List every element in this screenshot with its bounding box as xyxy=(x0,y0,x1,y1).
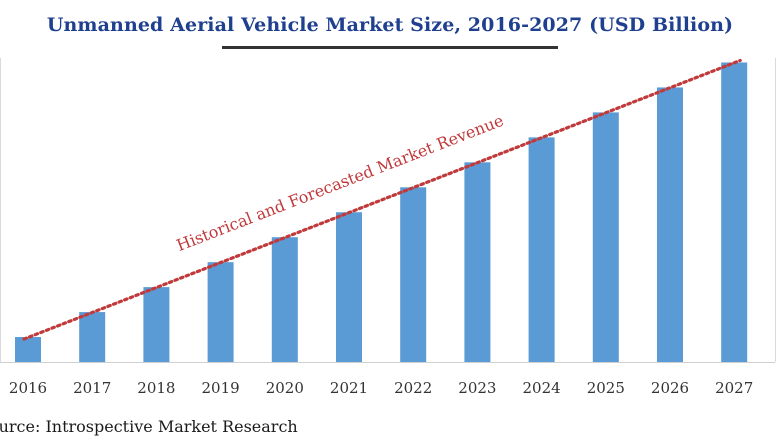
bar-chart: 2016 2017 2018 2019 2020 2021 2022 2023 2024 2025… xyxy=(0,58,776,397)
bar-2017 xyxy=(79,312,106,362)
x-tick-label-2027: 2027 xyxy=(715,379,753,397)
x-tick-label-2022: 2022 xyxy=(394,379,432,397)
x-tick-label-2016: 2016 xyxy=(9,379,47,397)
x-tick-label-2025: 2025 xyxy=(587,379,625,397)
x-tick-label-2020: 2020 xyxy=(266,379,304,397)
x-tick-label-2024: 2024 xyxy=(523,379,561,397)
source-text: Source: Introspective Market Research xyxy=(0,417,298,436)
chart-title: Unmanned Aerial Vehicle Market Size, 201… xyxy=(46,14,734,36)
bar-2022 xyxy=(400,187,427,362)
bar-2024 xyxy=(528,137,555,362)
x-tick-label-2019: 2019 xyxy=(202,379,240,397)
source-note: Source: Introspective Market Research xyxy=(0,417,780,439)
x-tick-label-2017: 2017 xyxy=(73,379,111,397)
bar-2016 xyxy=(15,337,41,362)
bar-2020 xyxy=(271,237,298,362)
bar-2021 xyxy=(336,212,362,362)
x-tick-label-2018: 2018 xyxy=(137,379,175,397)
bar-2019 xyxy=(207,262,234,362)
x-tick-label-2026: 2026 xyxy=(651,379,689,397)
bar-2025 xyxy=(592,112,619,363)
x-tick-label-2023: 2023 xyxy=(458,379,496,397)
bar-2018 xyxy=(143,287,170,362)
trend-line xyxy=(22,58,742,341)
bar-2027 xyxy=(721,62,748,362)
x-tick-label-2021: 2021 xyxy=(330,379,368,397)
bar-2023 xyxy=(464,162,491,362)
bar-2026 xyxy=(657,87,683,362)
title-underline xyxy=(222,46,558,49)
